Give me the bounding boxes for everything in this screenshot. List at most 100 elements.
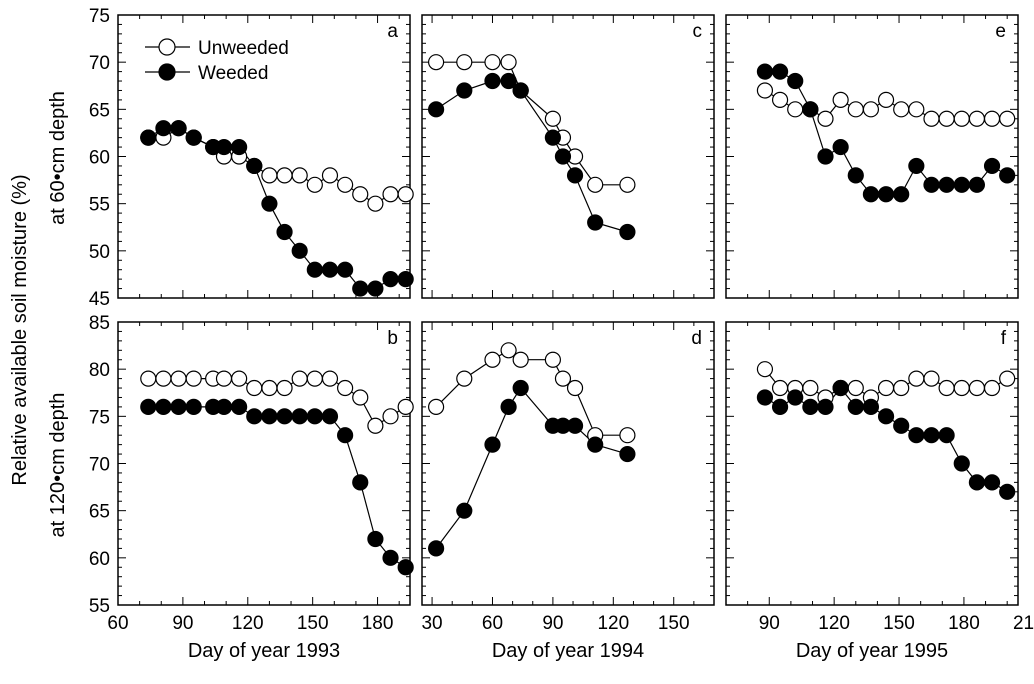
data-point-weeded	[619, 223, 636, 241]
y-tick-label: 50	[89, 242, 110, 263]
data-point-weeded	[367, 530, 384, 548]
data-point-weeded	[321, 261, 339, 278]
data-point-unweeded	[427, 54, 445, 71]
data-point-weeded	[215, 398, 233, 415]
data-point-weeded	[512, 82, 529, 99]
x-axis-label-b: Day of year 1993	[188, 640, 340, 662]
x-tick-label: 150	[297, 613, 329, 634]
data-point-weeded	[923, 176, 940, 193]
data-point-unweeded	[968, 379, 986, 397]
data-point-weeded	[802, 398, 819, 415]
data-point-weeded	[500, 72, 517, 90]
panel-e-frame	[725, 14, 1019, 299]
data-point-weeded	[276, 223, 293, 241]
data-point-weeded	[185, 398, 202, 415]
data-point-weeded	[832, 138, 849, 156]
x-tick-label: 180	[362, 613, 394, 634]
data-point-weeded	[427, 540, 445, 557]
data-point-weeded	[261, 408, 278, 425]
data-point-weeded	[862, 186, 880, 203]
top-row-y-axis-label: at 60•cm depth	[47, 91, 69, 225]
data-point-unweeded	[352, 389, 369, 406]
panel-e: e	[725, 14, 1019, 299]
data-point-unweeded	[847, 379, 864, 397]
data-point-unweeded	[923, 110, 940, 127]
data-point-weeded	[999, 167, 1016, 184]
data-point-unweeded	[456, 370, 473, 387]
data-point-weeded	[337, 261, 354, 278]
data-point-weeded	[170, 120, 187, 137]
y-tick-label: 80	[89, 360, 110, 381]
x-tick-label: 120	[597, 613, 629, 634]
data-point-weeded	[817, 148, 834, 165]
data-point-unweeded	[276, 379, 293, 397]
x-tick-label: 120	[232, 613, 264, 634]
data-point-unweeded	[968, 110, 986, 127]
data-point-weeded	[847, 167, 864, 184]
data-point-weeded	[983, 157, 1001, 175]
data-point-weeded	[587, 214, 604, 231]
data-point-unweeded	[185, 370, 202, 387]
y-tick-label: 55	[89, 596, 110, 617]
data-point-unweeded	[908, 370, 925, 387]
data-point-weeded	[484, 72, 501, 90]
data-point-unweeded	[771, 91, 789, 109]
data-point-unweeded	[802, 379, 819, 397]
legend-unweeded-label: Unweeded	[198, 38, 289, 59]
series-line-weeded	[147, 127, 406, 290]
data-point-weeded	[382, 271, 399, 288]
data-point-weeded	[771, 63, 789, 80]
bottom-row-y-axis-label: at 120•cm depth	[47, 393, 69, 538]
y-tick-label: 60	[89, 148, 110, 169]
data-point-unweeded	[484, 54, 501, 71]
x-axis-label-d: Day of year 1994	[492, 640, 644, 662]
x-tick-label: 180	[948, 613, 980, 634]
legend-weeded-label: Weeded	[198, 63, 268, 84]
x-tick-label: 210	[1013, 613, 1034, 634]
data-point-unweeded	[231, 370, 248, 387]
data-point-unweeded	[817, 110, 834, 127]
data-point-weeded	[908, 157, 925, 175]
data-point-unweeded	[382, 186, 399, 203]
x-axis-label-f: Day of year 1995	[796, 640, 948, 662]
data-point-weeded	[382, 549, 399, 566]
data-point-weeded	[587, 436, 604, 453]
data-point-weeded	[337, 427, 354, 444]
data-point-unweeded	[587, 176, 604, 193]
y-tick-label: 45	[89, 289, 110, 310]
data-point-weeded	[291, 408, 308, 425]
data-point-weeded	[291, 242, 308, 259]
data-point-weeded	[923, 427, 940, 444]
data-point-unweeded	[908, 101, 925, 118]
data-point-unweeded	[923, 370, 940, 387]
data-point-unweeded	[756, 361, 774, 378]
data-point-unweeded	[877, 91, 895, 109]
y-tick-label: 60	[89, 549, 110, 570]
data-point-weeded	[456, 502, 473, 519]
data-point-weeded	[155, 398, 172, 415]
data-point-unweeded	[291, 370, 308, 387]
data-point-weeded	[619, 445, 636, 463]
panel-letter-f: f	[1001, 328, 1007, 349]
data-point-weeded	[231, 398, 248, 415]
series-line-weeded	[764, 70, 1008, 195]
data-point-weeded	[231, 138, 248, 156]
data-point-unweeded	[306, 370, 323, 387]
data-point-weeded	[246, 408, 263, 425]
data-point-weeded	[367, 280, 384, 297]
x-tick-label: 150	[658, 613, 690, 634]
x-tick-label: 150	[883, 613, 915, 634]
data-point-unweeded	[215, 370, 233, 387]
panel-letter-e: e	[995, 21, 1006, 42]
data-point-unweeded	[456, 54, 473, 71]
data-point-unweeded	[566, 379, 584, 397]
panel-letter-b: b	[387, 328, 398, 349]
data-point-unweeded	[367, 417, 384, 434]
x-tick-label: 60	[107, 613, 128, 634]
data-point-unweeded	[938, 379, 955, 397]
data-point-unweeded	[291, 167, 308, 184]
data-point-weeded	[544, 129, 561, 146]
data-point-weeded	[893, 417, 910, 434]
